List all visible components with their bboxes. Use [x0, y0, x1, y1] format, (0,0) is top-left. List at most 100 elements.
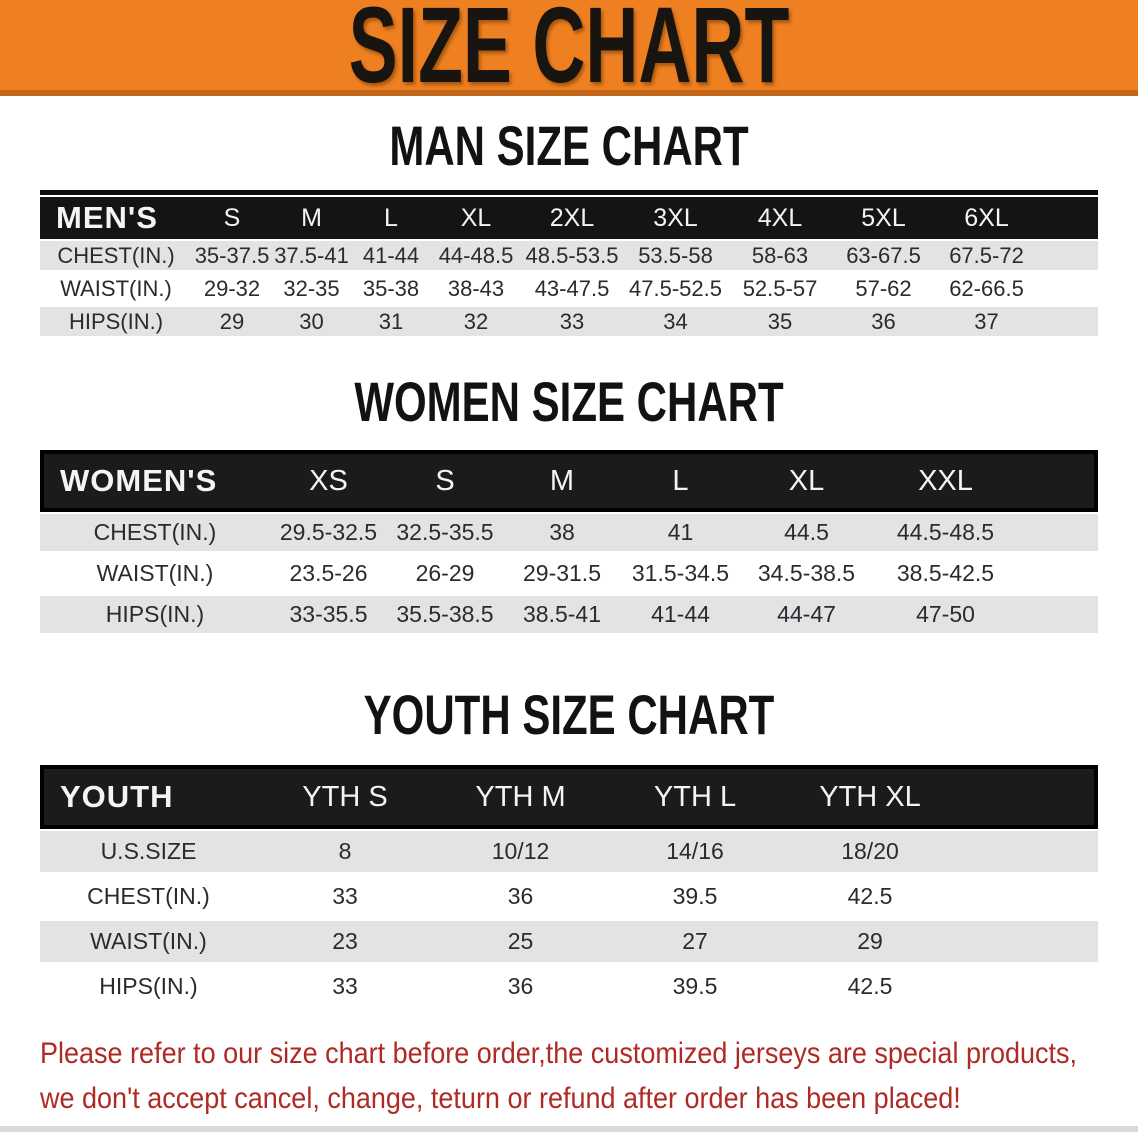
measure-cell: 35-37.5 [192, 239, 272, 272]
women-waist-row: WAIST(IN.) 23.5-26 26-29 29-31.5 31.5-34… [40, 553, 1098, 594]
women-section-heading: WOMEN SIZE CHART [354, 370, 784, 433]
measure-cell: 44-47 [740, 594, 873, 635]
women-header-row: WOMEN'S XS S M L XL XXL [40, 450, 1098, 512]
measure-cell: 35 [728, 305, 832, 338]
size-header-cell: 4XL [728, 197, 832, 239]
measure-cell: 31 [351, 305, 431, 338]
spacer-cell [1038, 305, 1098, 338]
spacer-cell [958, 829, 1098, 874]
size-header-cell: L [621, 450, 740, 512]
measure-cell: 32 [431, 305, 521, 338]
measure-cell: 29-32 [192, 272, 272, 305]
spacer-cell [958, 765, 1098, 829]
spacer-cell [1018, 553, 1098, 594]
row-label: HIPS(IN.) [40, 305, 192, 338]
measure-cell: 37.5-41 [272, 239, 351, 272]
measure-cell: 44.5 [740, 512, 873, 553]
youth-section-heading: YOUTH SIZE CHART [363, 683, 775, 746]
row-label: CHEST(IN.) [40, 512, 270, 553]
banner-title: SIZE CHART [348, 0, 790, 106]
size-header-cell: XL [431, 197, 521, 239]
measure-cell: 63-67.5 [832, 239, 935, 272]
size-header-cell: XS [270, 450, 387, 512]
size-header-cell: 5XL [832, 197, 935, 239]
men-hips-row: HIPS(IN.) 29 30 31 32 33 34 35 36 37 [40, 305, 1098, 338]
measure-cell: 33-35.5 [270, 594, 387, 635]
measure-cell: 33 [521, 305, 623, 338]
measure-cell: 38.5-42.5 [873, 553, 1018, 594]
measure-cell: 35-38 [351, 272, 431, 305]
measure-cell: 43-47.5 [521, 272, 623, 305]
measure-cell: 41-44 [351, 239, 431, 272]
measure-cell: 35.5-38.5 [387, 594, 503, 635]
men-size-table: MEN'S S M L XL 2XL 3XL 4XL 5XL 6XL CHEST… [40, 190, 1098, 338]
measure-cell: 42.5 [782, 964, 958, 1009]
spacer-cell [1038, 239, 1098, 272]
measure-cell: 36 [433, 964, 608, 1009]
size-header-cell: M [503, 450, 621, 512]
measure-cell: 34 [623, 305, 728, 338]
row-label: WAIST(IN.) [40, 919, 257, 964]
measure-cell: 30 [272, 305, 351, 338]
measure-cell: 52.5-57 [728, 272, 832, 305]
size-header-cell: XL [740, 450, 873, 512]
measure-cell: 34.5-38.5 [740, 553, 873, 594]
youth-waist-row: WAIST(IN.) 23 25 27 29 [40, 919, 1098, 964]
size-header-cell: S [387, 450, 503, 512]
measure-cell: 26-29 [387, 553, 503, 594]
spacer-cell [1018, 512, 1098, 553]
row-label: HIPS(IN.) [40, 964, 257, 1009]
measure-cell: 14/16 [608, 829, 782, 874]
size-header-cell: YTH XL [782, 765, 958, 829]
spacer-cell [1018, 594, 1098, 635]
measure-cell: 39.5 [608, 964, 782, 1009]
measure-cell: 38 [503, 512, 621, 553]
size-header-cell: 3XL [623, 197, 728, 239]
measure-cell: 36 [832, 305, 935, 338]
disclaimer-note: Please refer to our size chart before or… [0, 1031, 1138, 1121]
measure-cell: 18/20 [782, 829, 958, 874]
measure-cell: 27 [608, 919, 782, 964]
youth-chest-row: CHEST(IN.) 33 36 39.5 42.5 [40, 874, 1098, 919]
spacer-cell [1038, 197, 1098, 239]
men-waist-row: WAIST(IN.) 29-32 32-35 35-38 38-43 43-47… [40, 272, 1098, 305]
size-header-cell: 2XL [521, 197, 623, 239]
measure-cell: 32.5-35.5 [387, 512, 503, 553]
size-header-cell: YTH S [257, 765, 433, 829]
spacer-cell [958, 919, 1098, 964]
spacer-cell [958, 874, 1098, 919]
size-header-cell: S [192, 197, 272, 239]
women-chest-row: CHEST(IN.) 29.5-32.5 32.5-35.5 38 41 44.… [40, 512, 1098, 553]
youth-ussize-row: U.S.SIZE 8 10/12 14/16 18/20 [40, 829, 1098, 874]
row-label: WAIST(IN.) [40, 272, 192, 305]
measure-cell: 62-66.5 [935, 272, 1038, 305]
measure-cell: 38-43 [431, 272, 521, 305]
measure-cell: 23 [257, 919, 433, 964]
measure-cell: 36 [433, 874, 608, 919]
men-section-heading: MAN SIZE CHART [389, 114, 749, 177]
row-label: HIPS(IN.) [40, 594, 270, 635]
row-label: CHEST(IN.) [40, 874, 257, 919]
disclaimer-line-2: we don't accept cancel, change, teturn o… [40, 1082, 961, 1115]
men-header-row: MEN'S S M L XL 2XL 3XL 4XL 5XL 6XL [40, 197, 1098, 239]
measure-cell: 31.5-34.5 [621, 553, 740, 594]
women-hips-row: HIPS(IN.) 33-35.5 35.5-38.5 38.5-41 41-4… [40, 594, 1098, 635]
measure-cell: 38.5-41 [503, 594, 621, 635]
spacer-cell [1018, 450, 1098, 512]
measure-cell: 37 [935, 305, 1038, 338]
men-corner-label: MEN'S [40, 197, 192, 239]
row-label: CHEST(IN.) [40, 239, 192, 272]
measure-cell: 42.5 [782, 874, 958, 919]
measure-cell: 44-48.5 [431, 239, 521, 272]
measure-cell: 29.5-32.5 [270, 512, 387, 553]
measure-cell: 57-62 [832, 272, 935, 305]
measure-cell: 29 [782, 919, 958, 964]
size-header-cell: XXL [873, 450, 1018, 512]
measure-cell: 41 [621, 512, 740, 553]
youth-header-row: YOUTH YTH S YTH M YTH L YTH XL [40, 765, 1098, 829]
women-corner-label: WOMEN'S [40, 450, 270, 512]
size-header-cell: M [272, 197, 351, 239]
measure-cell: 10/12 [433, 829, 608, 874]
measure-cell: 41-44 [621, 594, 740, 635]
measure-cell: 39.5 [608, 874, 782, 919]
